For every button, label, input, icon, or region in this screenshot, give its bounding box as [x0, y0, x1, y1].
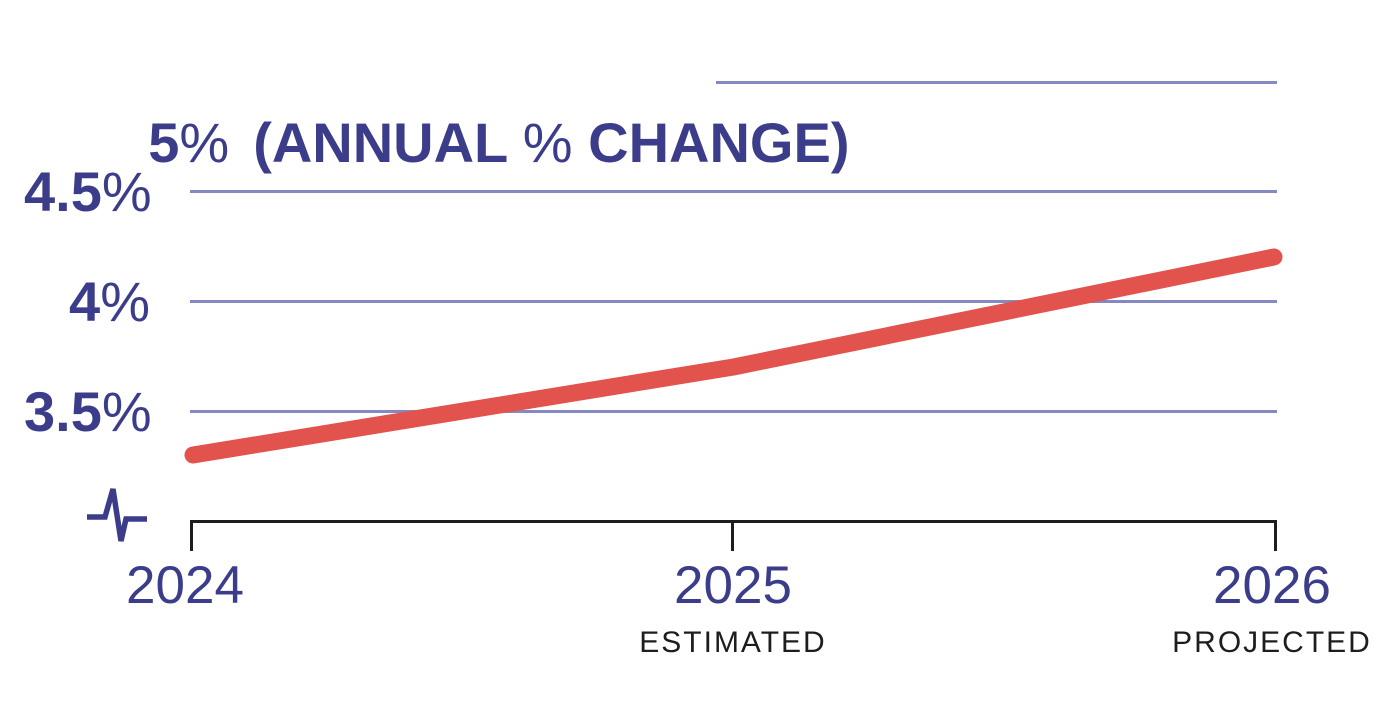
chart-title-row: 5% (ANNUAL % CHANGE)	[86, 56, 849, 172]
y-tick-value: 3.5	[24, 380, 102, 443]
x-sublabel-projected: PROJECTED	[1172, 626, 1372, 659]
axis-break-icon	[87, 488, 147, 542]
axis-title: (ANNUAL % CHANGE)	[253, 111, 849, 174]
axis-title-percent: %	[522, 111, 589, 174]
y-tick-value: 4	[69, 270, 101, 333]
y-tick-top-percent: %	[179, 111, 230, 174]
gridline-4-5-percent	[190, 190, 1277, 193]
y-tick-4-percent: 4%	[24, 274, 150, 330]
y-tick-4-5-percent: 4.5%	[24, 164, 152, 220]
x-tick-2026	[1274, 520, 1277, 551]
axis-title-close: CHANGE)	[588, 111, 850, 174]
x-label-2024: 2024	[126, 556, 244, 615]
x-tick-2024	[190, 520, 193, 551]
y-tick-top-value: 5	[148, 111, 180, 174]
x-label-2025: 2025	[674, 556, 792, 615]
percent-sign: %	[100, 270, 150, 333]
trend-line	[184, 248, 1283, 464]
axis-title-open: (ANNUAL	[253, 111, 523, 174]
x-label-2026: 2026	[1213, 556, 1331, 615]
percent-sign: %	[101, 160, 152, 223]
y-tick-value: 4.5	[24, 160, 102, 223]
y-tick-3-5-percent: 3.5%	[24, 384, 152, 440]
gridline-3-5-percent	[190, 410, 1277, 413]
gridline-5-percent	[716, 81, 1277, 84]
percent-sign: %	[101, 380, 152, 443]
x-tick-2025	[731, 520, 734, 551]
x-sublabel-estimated: ESTIMATED	[639, 626, 827, 659]
gridline-4-percent	[190, 300, 1277, 303]
